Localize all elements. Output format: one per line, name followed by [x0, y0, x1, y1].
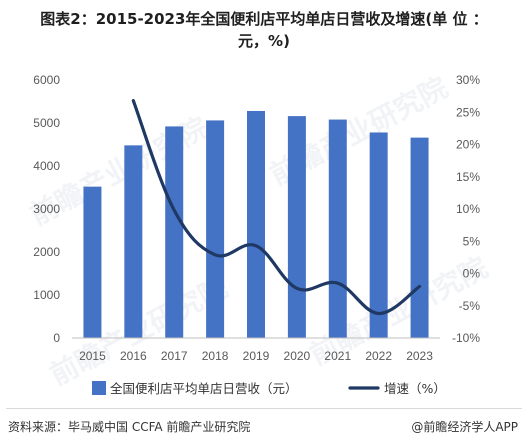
left-tick-3000: 3000 [33, 202, 60, 216]
bar-2020 [287, 116, 306, 339]
x-tick-2017: 2017 [161, 349, 188, 363]
left-axis-ticks: 0 1000 2000 3000 4000 5000 6000 [33, 73, 60, 345]
footer-divider [6, 408, 522, 409]
x-tick-2022: 2022 [365, 349, 392, 363]
bar-2019 [247, 110, 265, 339]
left-tick-0: 0 [53, 331, 60, 345]
bar-2017 [165, 126, 184, 338]
x-tick-2023: 2023 [406, 349, 433, 363]
x-axis-ticks: 2015 2016 2017 2018 2019 2020 2021 2022 2023 [79, 349, 433, 363]
right-tick--5%: -5% [459, 299, 481, 313]
x-tick-2018: 2018 [202, 349, 229, 363]
legend-swatch-bar [92, 381, 106, 395]
growth-rate-line [131, 99, 422, 316]
left-tick-4000: 4000 [33, 159, 60, 173]
right-tick-15%: 15% [456, 170, 480, 184]
x-tick-2016: 2016 [120, 349, 147, 363]
bar-2018 [206, 120, 225, 338]
bar-series [83, 110, 429, 339]
right-tick-20%: 20% [456, 138, 480, 152]
x-tick-2021: 2021 [324, 349, 351, 363]
legend: 全国便利店平均单店日营收（元） 增速（%） [92, 381, 446, 396]
left-tick-6000: 6000 [33, 73, 60, 87]
x-tick-2019: 2019 [243, 349, 270, 363]
x-tick-2020: 2020 [284, 349, 311, 363]
bar-2016 [124, 145, 143, 338]
brand-credit: @前瞻经济学人APP [411, 420, 518, 434]
chart-title: 图表2：2015-2023年全国便利店平均单店日营收及增速(单 位 ： 元，%) [8, 8, 520, 52]
x-tick-2015: 2015 [79, 349, 106, 363]
chart-title-line-1: 图表2：2015-2023年全国便利店平均单店日营收及增速(单 位 ： [40, 10, 488, 28]
right-tick--10%: -10% [452, 331, 480, 345]
right-axis-ticks: -10% -5% 0% 5% 10% 15% 20% 25% 30% [452, 73, 480, 345]
bar-2015 [83, 186, 102, 338]
right-tick-5%: 5% [463, 234, 481, 248]
left-tick-5000: 5000 [33, 116, 60, 130]
left-tick-1000: 1000 [33, 288, 60, 302]
bar-2022 [369, 132, 388, 338]
left-tick-2000: 2000 [33, 245, 60, 259]
bar-2023 [410, 137, 429, 338]
right-tick-25%: 25% [456, 105, 480, 119]
right-tick-30%: 30% [456, 73, 480, 87]
legend-label-bar: 全国便利店平均单店日营收（元） [110, 381, 298, 396]
chart-svg: 0 1000 2000 3000 4000 5000 6000 -10% -5% 0% 5% 10%… [33, 73, 480, 396]
line-series [131, 99, 422, 316]
bar-2021 [328, 119, 347, 338]
chart-title-line-2: 元，%) [238, 32, 290, 50]
legend-label-line: 增速（%） [384, 381, 446, 396]
source-note: 资料来源：毕马威中国 CCFA 前瞻产业研究院 [8, 420, 251, 434]
right-tick-10%: 10% [456, 202, 480, 216]
right-tick-0%: 0% [463, 267, 481, 281]
